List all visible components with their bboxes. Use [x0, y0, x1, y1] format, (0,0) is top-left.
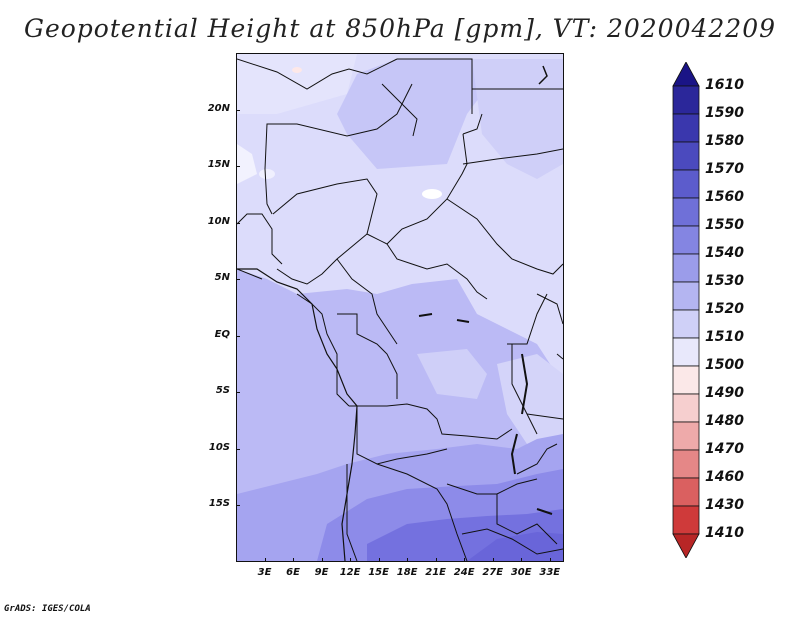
colorbar-label: 1410: [705, 525, 744, 541]
lon-tick-label: 9E: [314, 567, 329, 578]
lat-tick-label: 5N: [214, 272, 230, 284]
lat-tick-label: 20N: [207, 102, 230, 114]
colorbar-label: 1520: [705, 301, 744, 317]
lon-tick: [378, 558, 380, 562]
colorbar-swatch: [672, 62, 700, 87]
lon-tick: [521, 558, 523, 562]
colorbar-swatch: [672, 253, 700, 283]
lon-tick-label: 21E: [425, 567, 447, 578]
colorbar-swatch: [672, 421, 700, 451]
lat-tick-label: 10N: [207, 215, 230, 227]
colorbar-swatch: [672, 85, 700, 115]
lat-tick: [236, 448, 240, 450]
colorbar-label: 1460: [705, 469, 744, 485]
field-1520-patch: [417, 349, 487, 399]
lon-tick: [464, 558, 466, 562]
colorbar-label: 1490: [705, 385, 744, 401]
lon-tick: [350, 558, 352, 562]
lat-tick-label: 15S: [208, 498, 230, 510]
colorbar-label: 1570: [705, 161, 744, 177]
colorbar-label: 1530: [705, 273, 744, 289]
lon-tick-label: 12E: [339, 567, 361, 578]
colorbar-swatch: [672, 449, 700, 479]
lakes: [418, 313, 553, 515]
colorbar-label: 1500: [705, 357, 744, 373]
colorbar-swatch: [672, 477, 700, 507]
colorbar-swatch: [672, 337, 700, 367]
lon-tick: [407, 558, 409, 562]
colorbar-swatch: [672, 113, 700, 143]
map-canvas: [237, 54, 563, 561]
colorbar-swatch: [672, 225, 700, 255]
lat-tick: [236, 505, 240, 507]
colorbar-label: 1550: [705, 217, 744, 233]
field-light-spot: [259, 169, 275, 179]
colorbar-label: 1590: [705, 105, 744, 121]
colorbar: [672, 62, 700, 558]
coast-northeast: [538, 65, 548, 85]
colorbar-label: 1560: [705, 189, 744, 205]
field-1510-spot: [292, 67, 302, 73]
colorbar-swatch: [672, 197, 700, 227]
colorbar-label: 1580: [705, 133, 744, 149]
colorbar-label: 1470: [705, 441, 744, 457]
colorbar-swatch: [672, 309, 700, 339]
map-title: Geopotential Height at 850hPa [gpm], VT:…: [23, 14, 777, 43]
lon-tick-label: 30E: [510, 567, 532, 578]
field-1530-north: [337, 59, 482, 169]
lon-tick: [435, 558, 437, 562]
lon-tick-label: 33E: [539, 567, 561, 578]
lat-tick: [236, 279, 240, 281]
colorbar-label: 1510: [705, 329, 744, 345]
colorbar-label: 1480: [705, 413, 744, 429]
lon-tick-label: 24E: [453, 567, 475, 578]
lon-tick: [264, 558, 266, 562]
map-panel: [236, 53, 564, 562]
lon-tick-label: 6E: [286, 567, 300, 578]
field-1510-west: [237, 144, 257, 184]
lat-tick-label: 5S: [215, 385, 230, 397]
lon-tick: [492, 558, 494, 562]
colorbar-swatch: [672, 281, 700, 311]
field-1520-east: [497, 354, 563, 444]
field-white-spot: [422, 189, 442, 199]
colorbar-swatch: [672, 393, 700, 423]
lon-tick-label: 15E: [368, 567, 389, 578]
lon-tick-label: 27E: [482, 567, 504, 578]
country-borders: [237, 58, 563, 561]
lon-tick-label: 18E: [396, 567, 418, 578]
colorbar-label: 1430: [705, 497, 744, 513]
lat-tick: [236, 166, 240, 168]
lat-tick-label: 10S: [208, 441, 230, 453]
colorbar-label: 1540: [705, 245, 744, 261]
colorbar-swatch: [672, 365, 700, 395]
colorbar-label: 1610: [705, 77, 744, 93]
lon-tick-label: 3E: [257, 567, 272, 578]
lat-tick: [236, 335, 240, 337]
lat-tick-label: 15N: [207, 159, 230, 171]
lon-tick: [549, 558, 551, 562]
lon-tick: [293, 558, 295, 562]
grads-credit: GrADS: IGES/COLA: [4, 604, 91, 614]
lat-tick-label: EQ: [214, 328, 230, 340]
colorbar-swatch: [672, 141, 700, 171]
lat-tick: [236, 392, 240, 394]
lat-tick: [236, 222, 240, 224]
lat-tick: [236, 109, 240, 111]
colorbar-swatch: [672, 533, 700, 558]
lon-tick: [321, 558, 323, 562]
colorbar-swatch: [672, 505, 700, 535]
coastline: [237, 268, 358, 561]
colorbar-swatch: [672, 169, 700, 199]
